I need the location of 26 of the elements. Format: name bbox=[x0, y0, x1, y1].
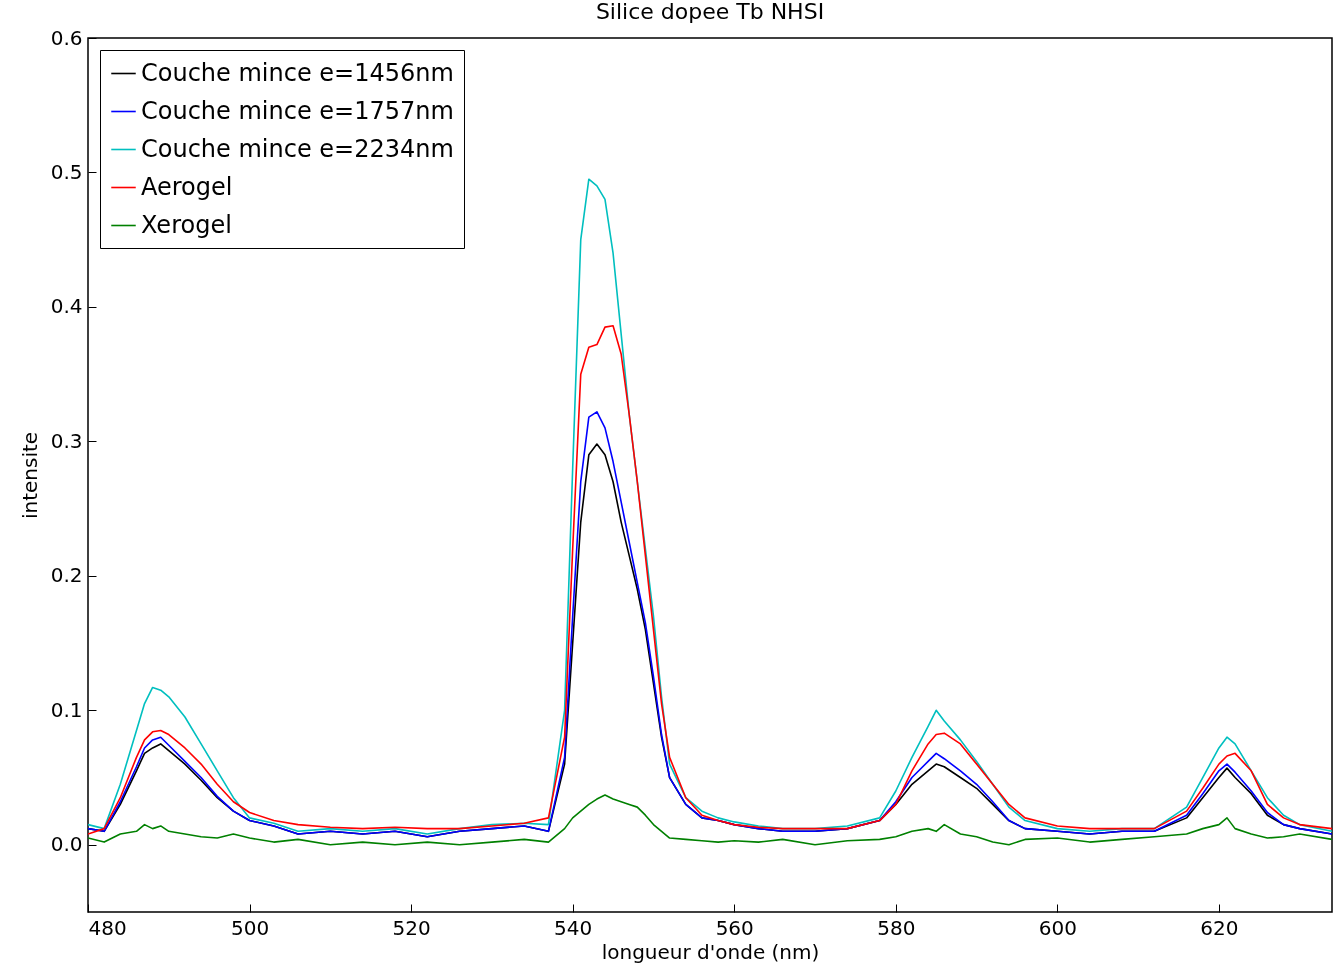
legend-label: Xerogel bbox=[141, 210, 232, 239]
y-tick-label: 0.2 bbox=[50, 563, 83, 588]
y-axis-title: intensite bbox=[17, 431, 42, 520]
x-tick-label: 580 bbox=[877, 915, 916, 940]
y-tick-label: 0.1 bbox=[50, 697, 83, 722]
x-tick-label: 560 bbox=[715, 915, 754, 940]
x-tick-label: 500 bbox=[230, 915, 270, 940]
x-axis-title: longueur d'onde (nm) bbox=[601, 939, 820, 964]
line-series bbox=[88, 178, 1332, 835]
x-tick-label: 540 bbox=[554, 915, 593, 940]
x-tick-label: 620 bbox=[1200, 915, 1239, 940]
x-tick-label: 520 bbox=[392, 915, 431, 940]
y-tick-label: 0.3 bbox=[50, 428, 83, 453]
legend-label: Aerogel bbox=[141, 172, 233, 201]
chart-title: Silice dopee Tb NHSI bbox=[595, 0, 825, 24]
legend-label: Couche mince e=2234nm bbox=[141, 134, 454, 163]
y-tick-label: 0.5 bbox=[50, 159, 83, 184]
y-tick-label: 0.6 bbox=[50, 25, 83, 50]
x-tick-label: 480 bbox=[88, 915, 127, 940]
line-series bbox=[88, 794, 1332, 846]
y-tick-label: 0.0 bbox=[50, 832, 83, 857]
x-tick-label: 600 bbox=[1038, 915, 1077, 940]
legend-label: Couche mince e=1757nm bbox=[141, 96, 454, 125]
legend-label: Couche mince e=1456nm bbox=[141, 58, 454, 87]
line-series bbox=[88, 324, 1332, 835]
y-tick-label: 0.4 bbox=[50, 294, 83, 319]
